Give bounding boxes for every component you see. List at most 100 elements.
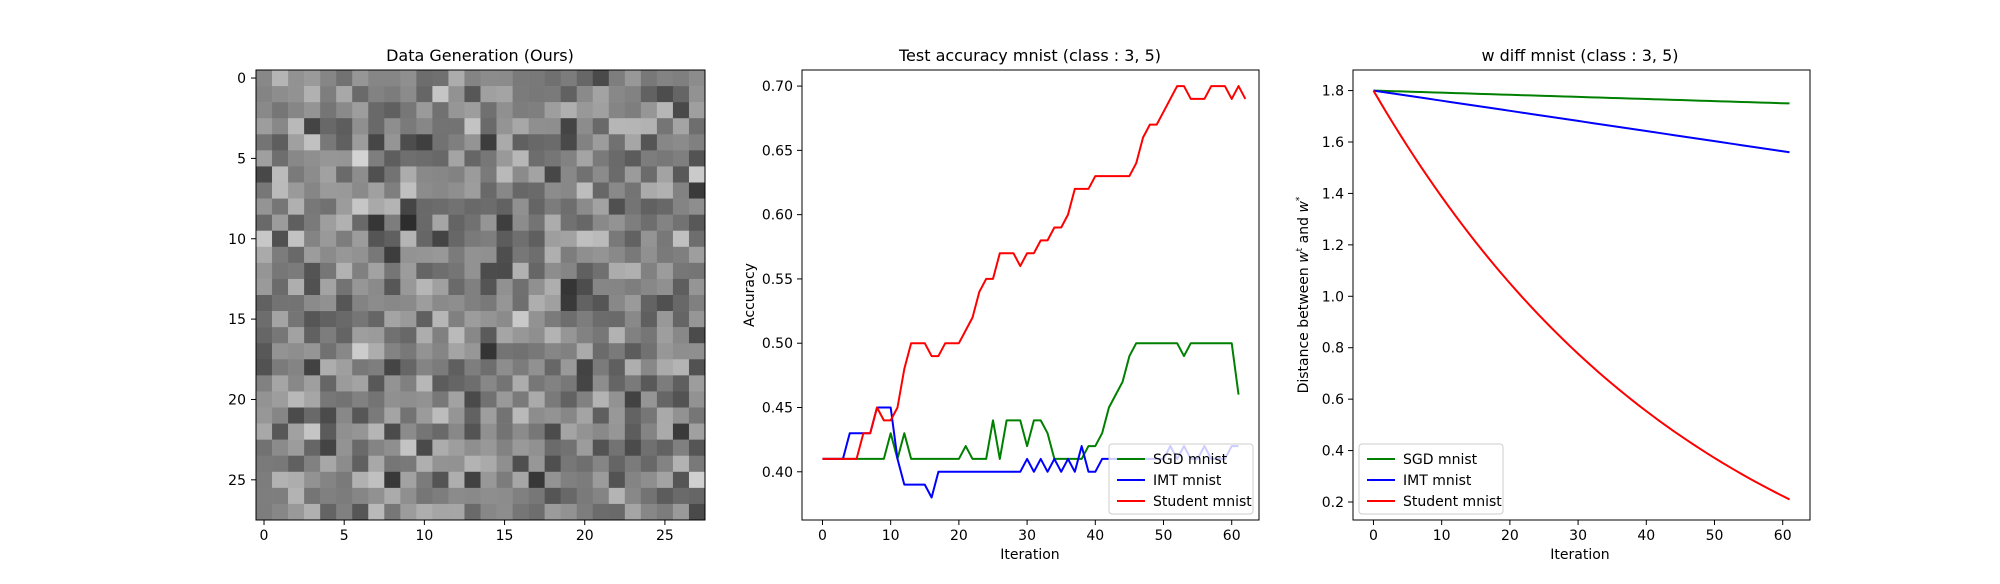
heatmap-cell xyxy=(400,327,417,344)
heatmap-cell xyxy=(304,471,321,489)
heatmap-cell xyxy=(272,423,289,440)
heatmap-cell xyxy=(256,230,273,248)
heatmap-cell xyxy=(336,503,353,521)
heatmap-cell xyxy=(672,375,690,392)
heatmap-cell xyxy=(256,278,273,296)
wdiff-series-student-mnist xyxy=(1372,90,1790,501)
heatmap-cell xyxy=(432,391,449,408)
wdiff-series-imt-mnist xyxy=(1373,89,1790,154)
heatmap-cell xyxy=(320,118,337,135)
heatmap-cell xyxy=(384,487,401,505)
accuracy-ylabel: Accuracy xyxy=(742,263,758,327)
wdiff-panel: w diff mnist (class : 3, 5) 0 10 20 30 40 50 6… xyxy=(1295,46,1811,563)
heatmap-cell xyxy=(320,86,337,103)
heatmap-cell xyxy=(272,182,289,199)
heatmap-cell xyxy=(336,375,353,392)
wdiff-y-tick-label: 0.4 xyxy=(1322,444,1344,460)
heatmap-cell xyxy=(528,359,545,376)
accuracy-y-tick-label: 0.45 xyxy=(762,401,793,417)
wdiff-frame xyxy=(1352,69,1811,521)
heatmap-cell xyxy=(336,359,353,376)
heatmap-cell xyxy=(544,327,561,344)
heatmap-cell xyxy=(288,439,305,457)
heatmap-cell xyxy=(640,246,658,264)
heatmap-cell xyxy=(384,182,401,199)
heatmap-cell xyxy=(384,262,401,280)
heatmap-cell xyxy=(384,343,401,360)
accuracy-series-sgd-mnist xyxy=(822,342,1240,460)
heatmap-cell xyxy=(656,311,674,328)
heatmap-cell xyxy=(576,86,594,103)
heatmap-cell xyxy=(288,359,305,376)
heatmap-cell xyxy=(688,375,706,392)
heatmap-y-tick-label: 0 xyxy=(237,71,246,87)
heatmap-cell xyxy=(608,455,626,473)
heatmap-cell xyxy=(480,278,497,296)
heatmap-cell xyxy=(544,182,561,199)
heatmap-y-tick-label: 15 xyxy=(228,312,246,328)
heatmap-cell xyxy=(624,455,642,473)
heatmap-cell xyxy=(288,134,305,151)
heatmap-cell xyxy=(320,487,337,505)
heatmap-cell xyxy=(448,198,465,215)
heatmap-cell xyxy=(528,391,545,408)
heatmap-cell xyxy=(384,198,401,215)
heatmap-cell xyxy=(320,134,337,151)
heatmap-cell xyxy=(528,278,545,296)
heatmap-cell xyxy=(448,327,465,344)
heatmap-cell xyxy=(400,182,417,199)
heatmap-cell xyxy=(256,439,273,457)
wdiff-x-tick-label: 30 xyxy=(1569,528,1587,544)
wdiff-x-tick-label: 0 xyxy=(1369,528,1378,544)
heatmap-cell xyxy=(304,311,321,328)
heatmap-cell xyxy=(496,311,513,328)
heatmap-cell xyxy=(432,375,449,392)
heatmap-cell xyxy=(256,359,273,376)
wdiff-xlabel: Iteration xyxy=(1550,547,1609,563)
heatmap-cell xyxy=(560,423,578,440)
heatmap-cell xyxy=(352,359,369,376)
heatmap-cell xyxy=(528,439,545,457)
heatmap-cell xyxy=(544,375,561,392)
heatmap-cell xyxy=(480,262,497,280)
heatmap-cell xyxy=(528,150,545,167)
accuracy-legend: SGD mnist IMT mnist Student mnist xyxy=(1108,443,1254,515)
heatmap-cell xyxy=(528,182,545,199)
heatmap-cell xyxy=(688,407,706,424)
accuracy-panel: Test accuracy mnist (class : 3, 5) 0 10 20… xyxy=(742,46,1260,563)
heatmap-cell xyxy=(304,118,321,135)
heatmap-cell xyxy=(544,70,561,87)
heatmap-cell xyxy=(416,230,433,248)
heatmap-cell xyxy=(416,311,433,328)
heatmap-cell xyxy=(640,471,658,489)
heatmap-cell xyxy=(624,214,642,232)
heatmap-cell xyxy=(320,295,337,312)
heatmap-cell xyxy=(640,102,658,119)
heatmap-cell xyxy=(256,150,273,167)
heatmap-cell xyxy=(496,214,513,232)
heatmap-cell xyxy=(272,455,289,473)
heatmap-cell xyxy=(496,86,513,103)
heatmap-cell xyxy=(688,230,706,248)
heatmap-cell xyxy=(656,503,674,521)
heatmap-cell xyxy=(656,278,674,296)
heatmap-cell xyxy=(352,471,369,489)
heatmap-cell xyxy=(288,262,305,280)
heatmap-cell xyxy=(400,86,417,103)
heatmap-cell xyxy=(480,311,497,328)
heatmap-cell xyxy=(352,503,369,521)
heatmap-cell xyxy=(480,182,497,199)
heatmap-cell xyxy=(272,246,289,264)
heatmap-cell xyxy=(304,407,321,424)
heatmap-cell xyxy=(656,487,674,505)
heatmap-cell xyxy=(608,246,626,264)
heatmap-cell xyxy=(464,70,481,87)
heatmap-cell xyxy=(672,246,690,264)
heatmap-cell xyxy=(432,471,449,489)
heatmap-cell xyxy=(592,214,610,232)
heatmap-cell xyxy=(528,214,545,232)
heatmap-cell xyxy=(272,327,289,344)
accuracy-frame xyxy=(801,69,1260,521)
heatmap-cell xyxy=(576,198,594,215)
heatmap-cell xyxy=(608,343,626,360)
